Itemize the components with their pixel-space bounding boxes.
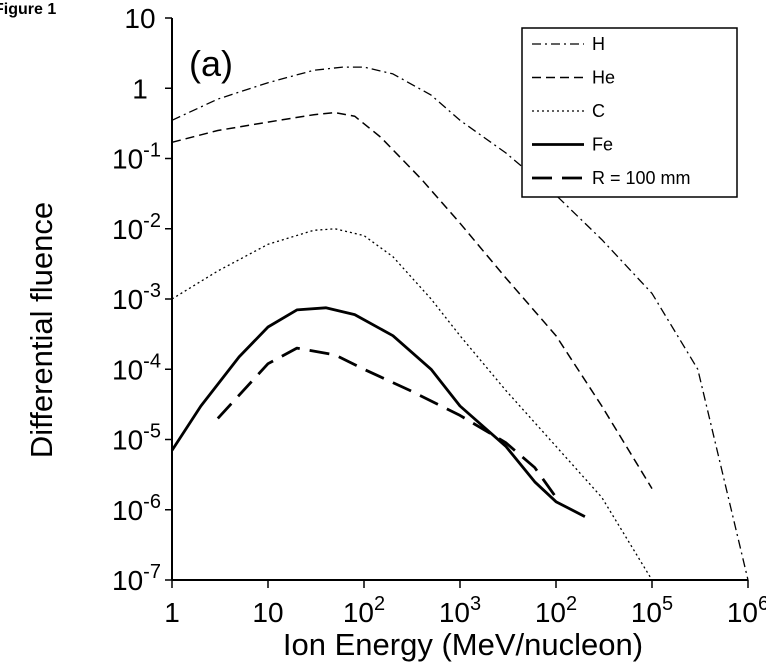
y-axis-title: Differential fluence [24,202,59,458]
series-line-he [171,111,653,489]
ticks-layer: 1 10 102 103 102 105 106 10 1 10-1 10-2 10-3 10-4 10-… [112,3,766,628]
y-tick-label: 10-2 [112,210,161,245]
y-tick-label: 10-6 [112,491,161,526]
y-tick-label: 10-1 [112,140,161,175]
series-line-h [171,66,749,581]
series-line-fe [170,306,586,518]
x-tick-label: 1 [164,597,180,628]
legend-box [521,27,738,198]
x-tick-label: 103 [439,593,481,628]
y-tick-label: 10-3 [112,280,161,315]
x-tick-label: 102 [535,593,577,628]
legend-label: H [592,34,605,54]
y-tick-label: 10 [124,3,155,34]
legend-label: He [592,68,615,88]
legend: H He C Fe R = 100 mm [521,27,738,198]
x-tick-label: 102 [343,593,385,628]
series-line-c [171,228,653,581]
legend-label: Fe [592,135,613,155]
y-tick-label: 10-4 [112,350,161,385]
x-tick-label: 105 [631,593,673,628]
y-tick-label: 10-7 [112,561,161,596]
x-axis-title: Ion Energy (MeV/nucleon) [283,627,643,662]
legend-label: R = 100 mm [592,168,691,188]
x-tick-label: 10 [252,597,283,628]
x-tick-label: 106 [727,593,766,628]
series-line-r-100-mm [216,346,558,499]
legend-label: C [592,101,605,121]
series-layer [170,66,749,581]
y-tick-label: 1 [132,73,148,104]
y-tick-label: 10-5 [112,421,161,456]
figure-label: Figure 1 [0,1,56,18]
panel-label: (a) [189,43,233,84]
